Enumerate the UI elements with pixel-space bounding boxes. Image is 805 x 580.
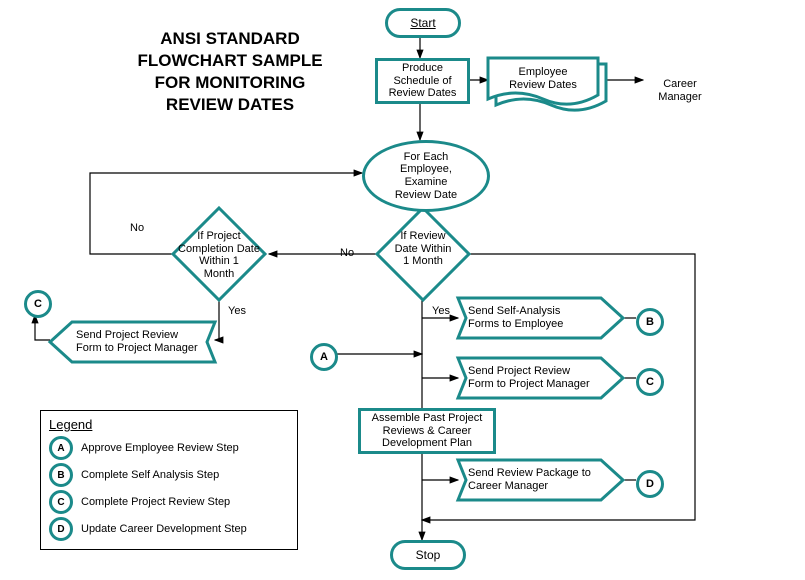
node-produce: ProduceSchedule ofReview Dates <box>375 58 470 104</box>
node-proj_decision: If ProjectCompletion DateWithin 1Month <box>163 230 275 281</box>
connector-c-conn_c_left: C <box>24 290 52 318</box>
node-arrow_proj: Send Project ReviewForm to Project Manag… <box>76 329 207 354</box>
legend-row-d: D Update Career Development Step <box>49 517 289 541</box>
connector-b-conn_b: B <box>636 308 664 336</box>
node-start: Start <box>385 8 461 38</box>
node-arrow_self: Send Self-AnalysisForms to Employee <box>468 305 599 330</box>
node-doc: EmployeeReview Dates <box>494 66 592 91</box>
legend-text: Update Career Development Step <box>81 523 247 535</box>
legend-connector-b: B <box>49 463 73 487</box>
connector-a-conn_a: A <box>310 343 338 371</box>
label-career_mgr: CareerManager <box>650 78 710 103</box>
node-assemble: Assemble Past ProjectReviews & CareerDev… <box>358 408 496 454</box>
node-foreach: For EachEmployee,ExamineReview Date <box>362 140 490 212</box>
legend-row-c: C Complete Project Review Step <box>49 490 289 514</box>
legend-connector-a: A <box>49 436 73 460</box>
legend-connector-c: C <box>49 490 73 514</box>
node-review_decision: If ReviewDate Within1 Month <box>367 230 479 268</box>
edge-label-no1: No <box>130 222 144 234</box>
legend-row-b: B Complete Self Analysis Step <box>49 463 289 487</box>
edge-label-no2: No <box>340 247 354 259</box>
connector-c-conn_c_right: C <box>636 368 664 396</box>
node-stop: Stop <box>390 540 466 570</box>
edge-label-yes2: Yes <box>432 305 450 317</box>
node-arrow_pr2: Send Project ReviewForm to Project Manag… <box>468 365 599 390</box>
legend-title: Legend <box>49 417 289 432</box>
legend-text: Complete Project Review Step <box>81 496 230 508</box>
legend-text: Approve Employee Review Step <box>81 442 239 454</box>
flowchart-canvas: ANSI STANDARDFLOWCHART SAMPLEFOR MONITOR… <box>0 0 805 580</box>
legend-row-a: A Approve Employee Review Step <box>49 436 289 460</box>
legend-text: Complete Self Analysis Step <box>81 469 219 481</box>
connector-d-conn_d: D <box>636 470 664 498</box>
legend-box: Legend A Approve Employee Review Step B Com… <box>40 410 298 550</box>
node-arrow_pkg: Send Review Package toCareer Manager <box>468 467 599 492</box>
edge-label-yes1: Yes <box>228 305 246 317</box>
legend-connector-d: D <box>49 517 73 541</box>
